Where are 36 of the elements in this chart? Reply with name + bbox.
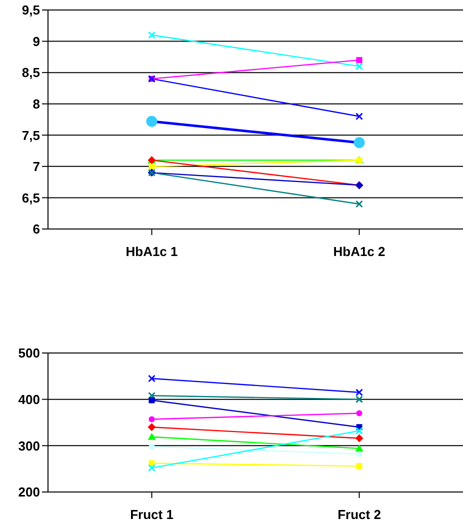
point [148, 163, 155, 170]
point [356, 410, 362, 416]
point [356, 463, 362, 470]
point [356, 200, 363, 208]
point [148, 464, 156, 472]
point [148, 444, 155, 450]
x-tick-label: HbA1c 2 [333, 244, 386, 260]
point [355, 434, 364, 442]
x-tick-label: Fruct 1 [130, 507, 174, 522]
y-tick-label: 400 [18, 392, 40, 407]
y-tick-label: 6,5 [22, 190, 40, 206]
point [148, 416, 155, 422]
point [356, 396, 363, 404]
y-tick-label: 7 [32, 159, 40, 174]
point [148, 397, 155, 404]
x-tick-label: Fruct 2 [338, 507, 381, 522]
point [148, 31, 156, 39]
y-tick-label: 8,5 [22, 65, 40, 80]
point [356, 62, 363, 70]
y-tick-label: 200 [18, 484, 40, 500]
point [356, 388, 363, 396]
y-tick-label: 9,5 [22, 2, 40, 18]
point [148, 392, 156, 400]
point [356, 451, 362, 458]
x-tick-label: HbA1c 1 [126, 244, 178, 260]
point [148, 423, 156, 432]
y-tick-label: 7,5 [22, 128, 40, 143]
point [148, 374, 156, 382]
y-tick-label: 8 [32, 96, 40, 112]
y-tick-label: 6 [32, 222, 40, 237]
y-tick-label: 500 [18, 346, 40, 361]
point [356, 112, 363, 120]
y-tick-label: 9 [32, 34, 40, 49]
point [356, 57, 362, 64]
y-tick-label: 300 [18, 438, 40, 454]
point [356, 427, 363, 435]
